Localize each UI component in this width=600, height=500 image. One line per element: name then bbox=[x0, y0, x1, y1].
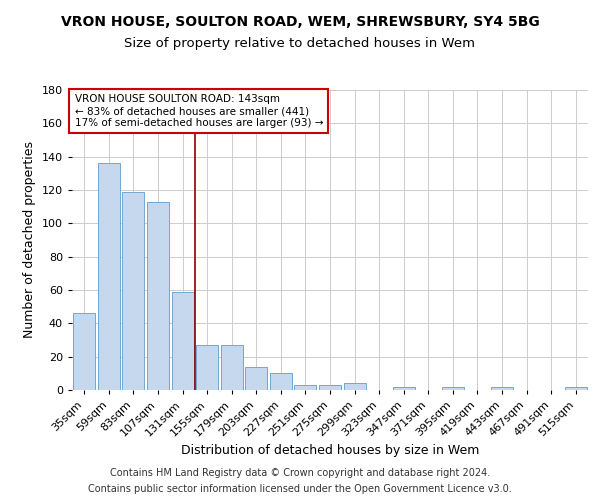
Y-axis label: Number of detached properties: Number of detached properties bbox=[23, 142, 36, 338]
Text: Contains public sector information licensed under the Open Government Licence v3: Contains public sector information licen… bbox=[88, 484, 512, 494]
Bar bbox=[245, 366, 268, 390]
X-axis label: Distribution of detached houses by size in Wem: Distribution of detached houses by size … bbox=[181, 444, 479, 456]
Bar bbox=[344, 384, 365, 390]
Text: Contains HM Land Registry data © Crown copyright and database right 2024.: Contains HM Land Registry data © Crown c… bbox=[110, 468, 490, 477]
Bar bbox=[98, 164, 120, 390]
Text: VRON HOUSE SOULTON ROAD: 143sqm
← 83% of detached houses are smaller (441)
17% o: VRON HOUSE SOULTON ROAD: 143sqm ← 83% of… bbox=[74, 94, 323, 128]
Text: VRON HOUSE, SOULTON ROAD, WEM, SHREWSBURY, SY4 5BG: VRON HOUSE, SOULTON ROAD, WEM, SHREWSBUR… bbox=[61, 15, 539, 29]
Bar bbox=[442, 386, 464, 390]
Bar bbox=[319, 385, 341, 390]
Bar bbox=[73, 314, 95, 390]
Bar bbox=[196, 345, 218, 390]
Bar bbox=[221, 345, 243, 390]
Bar bbox=[491, 386, 513, 390]
Bar bbox=[147, 202, 169, 390]
Text: Size of property relative to detached houses in Wem: Size of property relative to detached ho… bbox=[125, 38, 476, 51]
Bar bbox=[122, 192, 145, 390]
Bar bbox=[392, 386, 415, 390]
Bar bbox=[565, 386, 587, 390]
Bar bbox=[172, 292, 194, 390]
Bar bbox=[295, 385, 316, 390]
Bar bbox=[270, 374, 292, 390]
